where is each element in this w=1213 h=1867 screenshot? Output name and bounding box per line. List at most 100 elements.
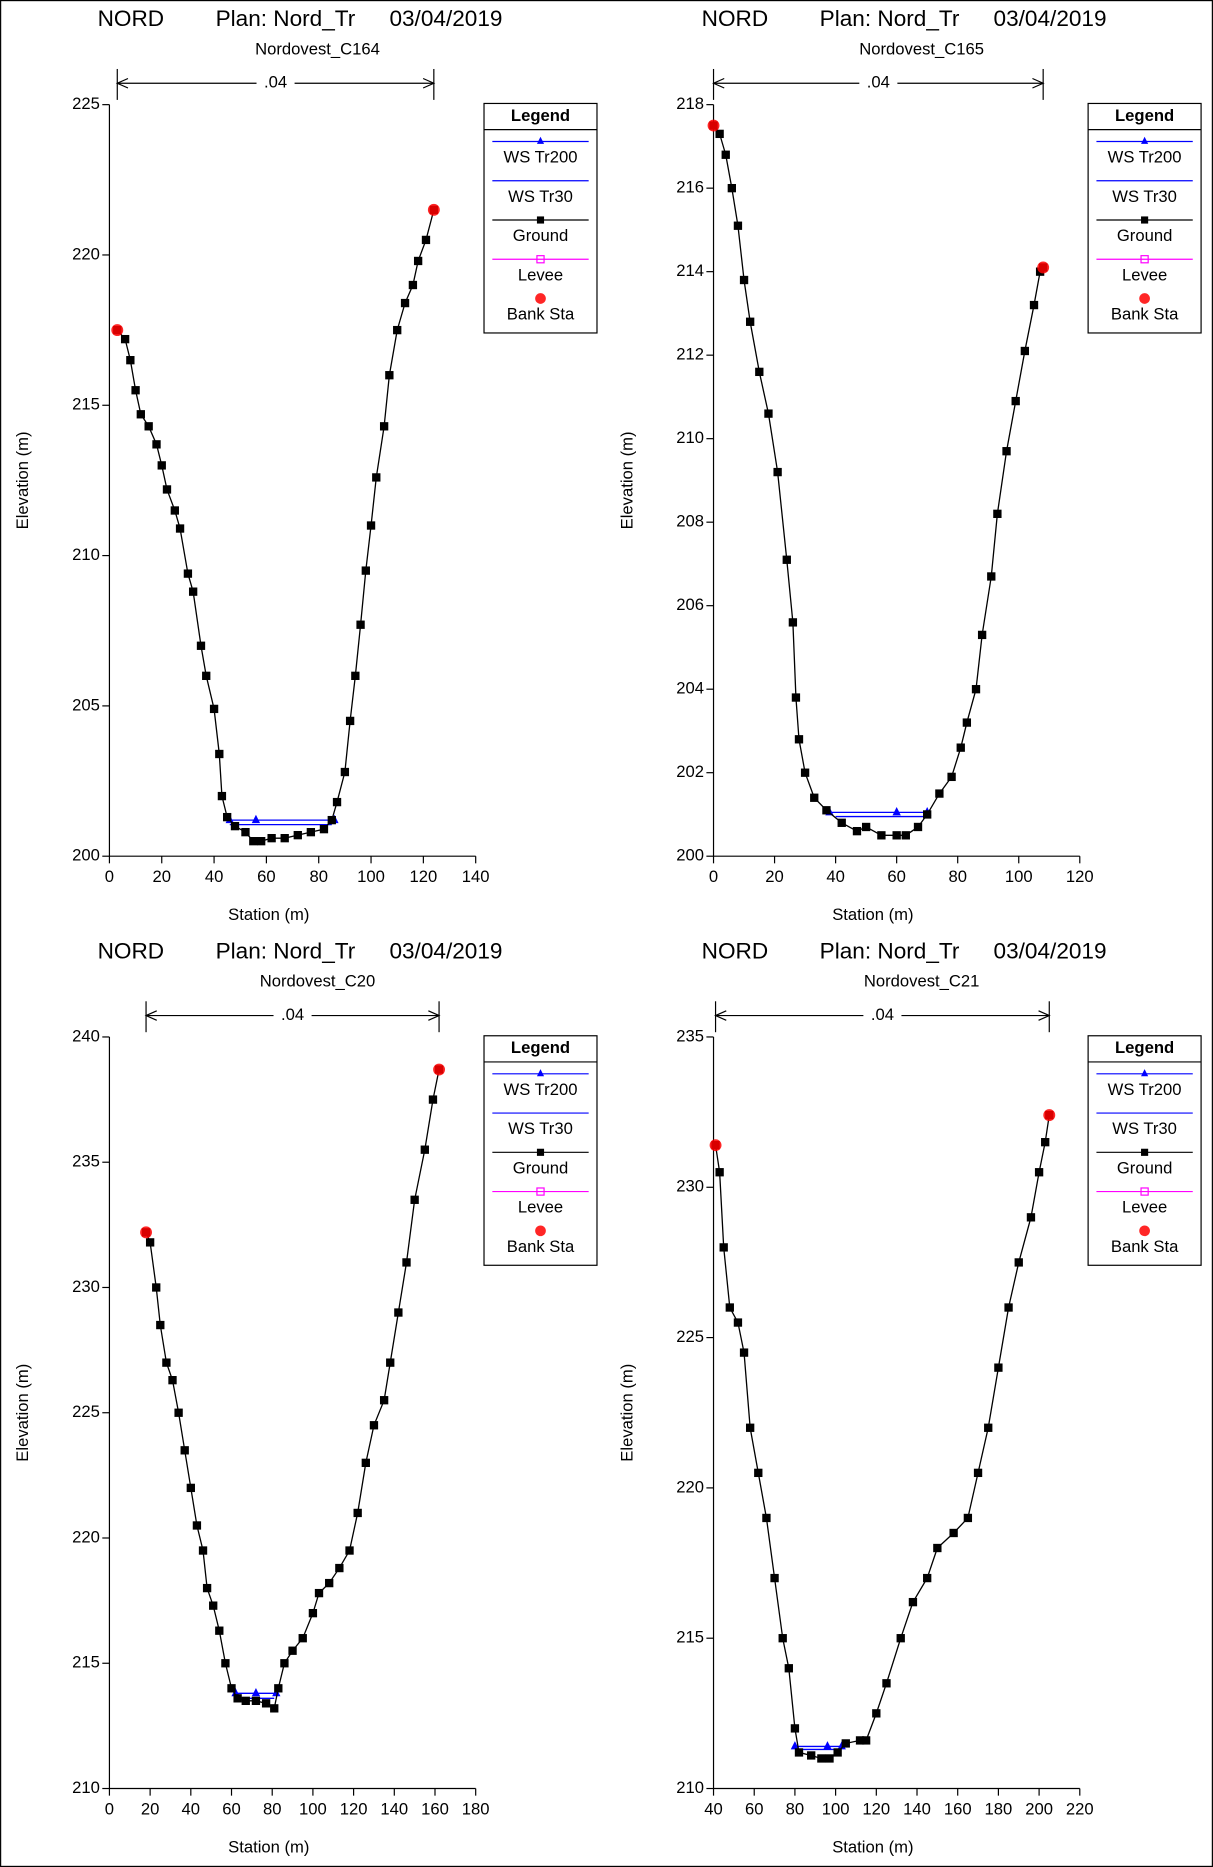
marker <box>222 812 232 822</box>
x-tick-label: 60 <box>257 867 276 886</box>
marker <box>709 1139 722 1152</box>
arrow-head <box>144 1010 157 1021</box>
marker <box>192 1521 202 1530</box>
chart-title: NORD <box>98 6 164 31</box>
y-tick-label: 215 <box>72 1653 100 1672</box>
x-tick-label: 60 <box>745 1799 763 1818</box>
date-label: 03/04/2019 <box>389 938 502 963</box>
marker <box>156 1320 165 1330</box>
marker <box>145 1238 155 1247</box>
date-label: 03/04/2019 <box>994 6 1107 31</box>
x-tick-label: 80 <box>263 1799 282 1818</box>
marker <box>162 485 172 494</box>
marker <box>971 685 981 694</box>
marker <box>126 356 135 365</box>
arrow-head <box>115 77 129 89</box>
marker <box>721 150 730 159</box>
marker <box>227 1684 236 1693</box>
marker <box>202 1583 212 1593</box>
marker <box>428 1095 438 1104</box>
n-label: .04 <box>871 1005 894 1024</box>
x-tick-label: 180 <box>462 1799 490 1818</box>
marker <box>251 1696 261 1705</box>
y-tick-label: 216 <box>676 178 704 197</box>
y-axis-label: Elevation (m) <box>617 1364 636 1462</box>
n-label-bg <box>256 72 295 94</box>
legend-marker <box>1140 255 1149 264</box>
legend-label: Levee <box>1122 1198 1167 1217</box>
marker <box>852 826 862 836</box>
marker <box>270 1704 279 1713</box>
y-tick-label: 235 <box>72 1152 100 1171</box>
marker <box>162 1358 171 1367</box>
marker <box>217 791 227 801</box>
marker <box>215 1626 224 1635</box>
marker <box>120 334 130 344</box>
y-axis-label: Elevation (m) <box>13 1364 32 1462</box>
marker <box>293 830 302 840</box>
arrow-head <box>428 1010 441 1021</box>
y-tick-label: 200 <box>676 846 704 865</box>
marker <box>1002 447 1011 456</box>
chart-panel: NORD Plan: Nord_Tr 03/04/2019 Nordovest_C16… <box>13 6 598 924</box>
marker <box>335 1563 344 1573</box>
x-tick-label: 120 <box>862 1799 890 1818</box>
marker <box>327 815 336 825</box>
marker <box>956 743 965 752</box>
marker <box>288 1646 297 1655</box>
marker <box>420 1145 429 1154</box>
marker <box>1011 396 1020 406</box>
legend-title: Legend <box>1115 1038 1174 1057</box>
marker <box>221 1659 230 1668</box>
marker <box>790 1724 800 1733</box>
y-tick-label: 212 <box>676 345 704 364</box>
plan-label: Plan: Nord_Tr <box>820 938 960 963</box>
x-tick-label: 120 <box>409 867 437 886</box>
y-tick-label: 235 <box>676 1026 704 1045</box>
marker <box>791 693 801 702</box>
y-tick-label: 215 <box>72 395 100 414</box>
marker <box>807 1751 816 1760</box>
legend-label: WS Tr30 <box>508 187 573 206</box>
marker <box>366 521 376 530</box>
marker <box>1043 1109 1056 1122</box>
marker <box>111 324 124 337</box>
marker <box>963 1513 973 1523</box>
marker <box>413 256 423 266</box>
n-label-bg <box>859 72 898 94</box>
x-tick-label: 20 <box>141 1799 159 1818</box>
x-tick-label: 140 <box>462 867 490 886</box>
marker <box>356 620 365 629</box>
legend-title: Legend <box>1115 106 1174 125</box>
marker <box>782 555 791 564</box>
marker <box>1026 1213 1036 1222</box>
x-tick-label: 0 <box>709 867 718 886</box>
marker <box>947 772 956 782</box>
x-tick-label: 140 <box>903 1799 931 1818</box>
x-tick-label: 220 <box>1066 1799 1094 1818</box>
x-tick-label: 0 <box>105 867 114 886</box>
marker <box>267 834 276 843</box>
marker <box>784 1664 793 1673</box>
marker <box>394 1308 403 1317</box>
x-tick-label: 100 <box>299 1799 327 1818</box>
marker <box>923 1573 932 1583</box>
marker <box>715 1168 724 1177</box>
x-tick-label: 100 <box>357 867 385 886</box>
marker <box>788 618 798 627</box>
marker <box>1037 261 1050 274</box>
marker <box>361 1458 370 1468</box>
marker <box>962 718 972 727</box>
legend-label: Levee <box>518 1198 563 1217</box>
marker <box>198 1546 208 1555</box>
legend-marker <box>1140 1187 1149 1196</box>
marker <box>855 1736 865 1745</box>
marker <box>427 203 440 216</box>
marker <box>202 671 211 680</box>
marker <box>332 797 342 807</box>
legend-marker <box>536 255 545 264</box>
arrow-head <box>714 1010 727 1021</box>
marker <box>872 1709 881 1718</box>
